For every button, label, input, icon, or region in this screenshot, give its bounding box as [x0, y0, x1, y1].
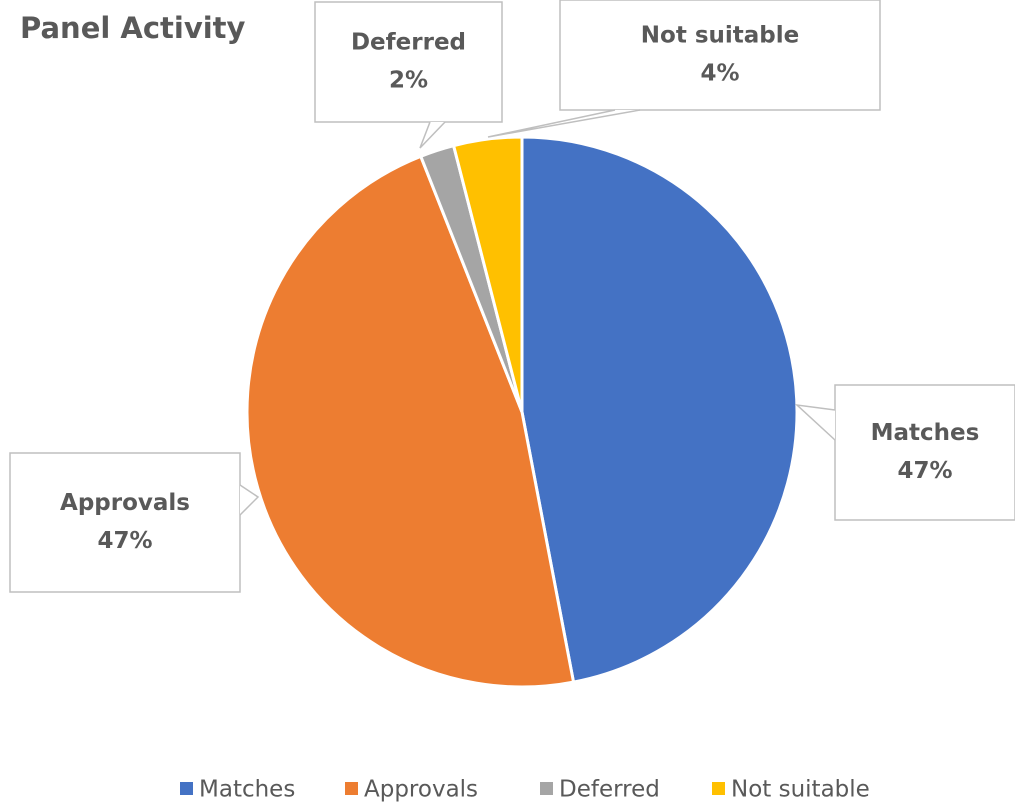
chart-title: Panel Activity [20, 11, 246, 45]
legend-label: Approvals [364, 777, 478, 803]
data-label-value: 4% [700, 61, 739, 87]
pie-slice [245, 154, 576, 689]
callout-leader [419, 121, 446, 149]
data-label-value: 47% [97, 528, 152, 554]
data-label-value: 2% [389, 68, 428, 94]
callout-leader [794, 403, 836, 441]
legend-swatch [180, 782, 193, 795]
data-label-name: Deferred [351, 30, 466, 56]
legend-label: Deferred [559, 777, 660, 803]
pie-slice [451, 135, 524, 413]
data-label-name: Approvals [60, 490, 190, 516]
data-label-name: Matches [871, 420, 980, 446]
data-label-name: Not suitable [641, 23, 799, 49]
callout-leader [487, 109, 641, 138]
legend-label: Not suitable [731, 777, 870, 803]
legend-swatch [540, 782, 553, 795]
callout-box [314, 1, 503, 123]
data-label-value: 47% [897, 458, 952, 484]
pie-slice [520, 135, 799, 684]
legend-swatch [345, 782, 358, 795]
legend-label: Matches [199, 777, 295, 803]
legend-swatch [712, 782, 725, 795]
callout-box [9, 452, 241, 593]
callout-box [834, 384, 1015, 521]
callout-box [559, 0, 881, 111]
callout-leader [239, 484, 260, 516]
